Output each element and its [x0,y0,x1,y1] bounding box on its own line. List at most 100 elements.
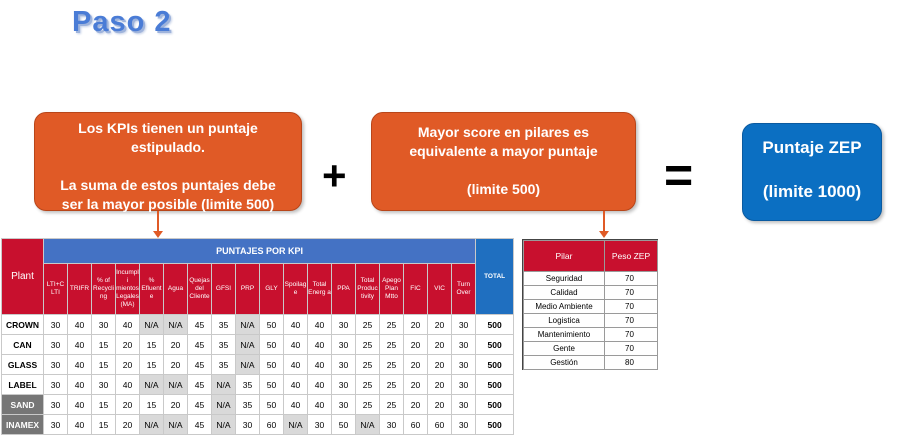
table-row: Logistica 70 [523,313,658,328]
puntajes-group-header: PUNTAJES POR KPI [42,238,477,264]
kpi-score-cell: 25 [379,314,404,335]
total-score-cell: 500 [475,414,515,435]
kpi-score-cell: 20 [427,374,452,395]
pilar-name-cell: Mantenimiento [523,327,605,342]
pilar-name-cell: Seguridad [523,271,605,286]
kpi-score-cell: 20 [403,394,428,415]
table-row: CROWN 30 40 30 40 N/A N/A 45 35 N/A 50 40 40 30 25 25 20… [1,314,515,335]
kpi-column-header: PRP [235,263,260,315]
kpi-score-cell: 30 [450,394,477,415]
kpi-score-cell: 50 [259,374,284,395]
kpi-score-cell: 15 [91,334,116,355]
kpi-column-header: Spoilag e [283,263,308,315]
kpi-score-cell: 20 [427,354,452,375]
kpi-score-cell: 50 [331,414,356,435]
kpi-column-header: % of Recycling [91,263,116,315]
kpi-score-cell: 40 [307,314,332,335]
kpi-score-cell: 30 [331,374,356,395]
kpi-score-cell: 45 [187,414,212,435]
kpi-score-cell: 15 [139,394,164,415]
kpi-score-cell: 20 [403,314,428,335]
kpi-score-cell: 40 [115,314,140,335]
kpi-score-cell: 45 [187,394,212,415]
kpi-score-cell: N/A [139,314,164,335]
kpi-score-cell: N/A [163,374,188,395]
kpi-score-cell: 20 [403,374,428,395]
peso-zep-cell: 70 [604,271,658,286]
kpi-score-cell: 30 [43,374,68,395]
kpi-score-cell: 30 [91,374,116,395]
table-row: Gente 70 [523,341,658,356]
kpi-score-cell: N/A [211,374,236,395]
kpi-column-header: GLY [259,263,284,315]
total-score-cell: 500 [475,334,515,355]
kpi-score-cell: 30 [379,414,404,435]
kpi-score-cell: 50 [259,394,284,415]
plant-column-header: Plant [1,238,44,315]
plant-name-cell: CAN [1,334,44,355]
kpi-score-cell: 20 [163,334,188,355]
table-row: GLASS 30 40 15 20 15 20 45 35 N/A 50 40 40 30 25 25 20 20… [1,354,515,375]
total-score-cell: 500 [475,314,515,335]
plant-name-cell: LABEL [1,374,44,395]
table-row: SAND 30 40 15 20 15 20 45 N/A 35 50 40 40 30 25 25 20 20 3… [1,394,515,415]
kpi-callout-line-4: ser la mayor posible (limite 500) [61,196,275,212]
kpi-score-cell: 20 [115,414,140,435]
kpi-score-cell: 60 [427,414,452,435]
kpi-score-cell: 30 [43,314,68,335]
peso-zep-column-header: Peso ZEP [604,240,658,272]
kpi-column-header: Agua [163,263,188,315]
peso-zep-cell: 70 [604,341,658,356]
kpi-score-cell: 25 [355,334,380,355]
kpi-score-cell: 45 [187,334,212,355]
table-row: Mantenimiento 70 [523,327,658,342]
kpi-score-cell: 40 [283,394,308,415]
peso-zep-cell: 80 [604,355,658,370]
kpi-callout: Los KPIs tienen un puntaje estipulado. L… [34,112,302,212]
kpi-score-cell: 30 [450,374,477,395]
kpi-score-cell: 40 [67,354,92,375]
pilar-name-cell: Gestión [523,355,605,370]
pilares-callout: Mayor score en pilares es equivalente a … [371,112,636,211]
kpi-column-header: GFSI [211,263,236,315]
kpi-callout-line-2: estipulado. [131,139,205,155]
kpi-column-header: Incumpli mientos Legales (MA) [115,263,140,315]
kpi-score-cell: N/A [211,394,236,415]
peso-zep-cell: 70 [604,327,658,342]
kpi-score-cell: 40 [67,314,92,335]
kpi-score-cell: 40 [67,394,92,415]
table-row: Seguridad 70 [523,271,658,286]
kpi-score-cell: 25 [379,334,404,355]
total-score-cell: 500 [475,394,515,415]
kpi-callout-arrow [153,211,163,238]
peso-zep-cell: 70 [604,285,658,300]
kpi-score-cell: 25 [379,374,404,395]
peso-zep-cell: 70 [604,299,658,314]
kpi-column-header: Apego Plan Mtto [379,263,404,315]
kpi-score-cell: 30 [450,354,477,375]
kpi-column-header: Quejas del Cliente [187,263,212,315]
table-row: LABEL 30 40 30 40 N/A N/A 45 N/A 35 50 40 40 30 25 25 20… [1,374,515,395]
kpi-score-cell: 20 [163,394,188,415]
kpi-score-cell: N/A [163,414,188,435]
kpi-score-cell: 40 [67,334,92,355]
equals-operator: = [664,147,694,203]
kpi-score-cell: 20 [427,334,452,355]
kpi-score-cell: 50 [259,314,284,335]
page-title: Paso 2 [72,6,172,38]
kpi-column-header: Total Produc tivity [355,263,380,315]
kpi-callout-line-3: La suma de estos puntajes debe [60,177,276,193]
pilares-callout-line-2: equivalente a mayor puntaje [409,143,598,159]
kpi-score-cell: 30 [43,394,68,415]
pilares-callout-line-1: Mayor score en pilares es [417,124,590,140]
kpi-score-cell: N/A [355,414,380,435]
kpi-column-header: % Efluent e [139,263,164,315]
pilar-name-cell: Medio Ambiente [523,299,605,314]
kpi-score-cell: 30 [307,414,332,435]
plant-name-cell: SAND [1,394,44,415]
kpi-score-cell: 30 [450,334,477,355]
kpi-score-cell: 60 [403,414,428,435]
kpi-score-cell: 40 [307,374,332,395]
kpi-score-cell: 45 [187,314,212,335]
kpi-score-cell: 45 [187,374,212,395]
